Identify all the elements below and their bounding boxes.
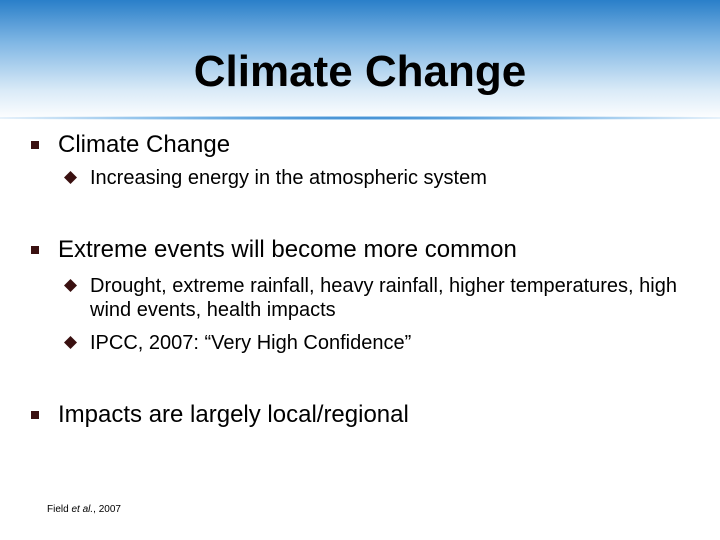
footnote-etal: et al. <box>71 504 94 515</box>
sub-bullet: Drought, extreme rainfall, heavy rainfal… <box>90 275 677 321</box>
sub-bullet-marker <box>64 336 77 349</box>
footnote-author: Field <box>47 504 69 515</box>
bullet-marker <box>31 141 39 149</box>
header-band <box>0 0 720 120</box>
sub-bullet-marker <box>64 171 77 184</box>
header-rule <box>0 116 720 120</box>
footnote-year: , 2007 <box>93 504 121 515</box>
sub-bullet: IPCC, 2007: “Very High Confidence” <box>90 332 412 354</box>
bullet: Extreme events will become more common <box>58 236 517 263</box>
footnote: Field et al., 2007 <box>47 504 121 516</box>
bullet-marker <box>31 246 39 254</box>
bullet-marker <box>31 411 39 419</box>
sub-bullet-marker <box>64 279 77 292</box>
sub-bullet: Increasing energy in the atmospheric sys… <box>90 167 487 189</box>
bullet: Impacts are largely local/regional <box>58 401 409 428</box>
slide-title: Climate Change <box>193 47 527 96</box>
bullet: Climate Change <box>58 131 231 158</box>
